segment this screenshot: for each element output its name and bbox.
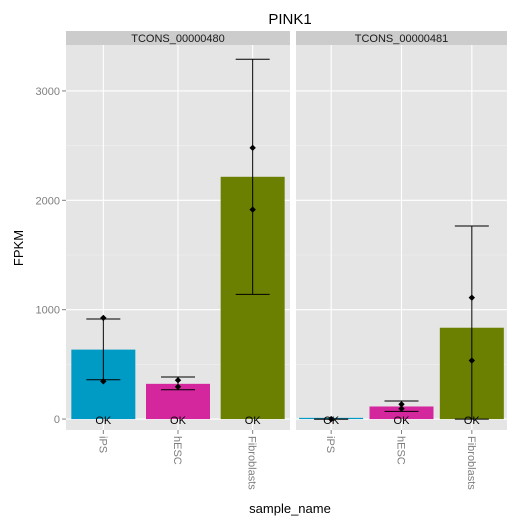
replicate-point bbox=[398, 405, 405, 412]
replicate-point bbox=[398, 401, 405, 408]
facet-strip-label: TCONS_00000480 bbox=[131, 33, 225, 45]
y-axis-title: FPKM bbox=[11, 230, 26, 266]
replicate-point bbox=[249, 206, 256, 213]
facet-panel: TCONS_00000480 OK OK OK iPS hESC Fibroblasts bbox=[66, 31, 290, 490]
replicate-point bbox=[468, 357, 476, 364]
replicate-point bbox=[468, 294, 476, 301]
facet-strip bbox=[66, 31, 290, 45]
facet-strip-label: TCONS_00000481 bbox=[355, 33, 449, 45]
y-tick-label: 3000 bbox=[36, 86, 60, 98]
x-axis-title: sample_name bbox=[249, 501, 331, 516]
y-tick-label: 1000 bbox=[36, 305, 60, 317]
replicate-point bbox=[100, 378, 107, 385]
status-label: OK bbox=[323, 415, 340, 427]
facet-panel: TCONS_00000481 OK OK OK iPS hESC Fibroblasts bbox=[296, 31, 507, 490]
replicate-point bbox=[174, 383, 182, 390]
facet-strip bbox=[296, 31, 507, 45]
x-tick-label: hESC bbox=[171, 436, 183, 465]
y-axis: 0 1000 2000 3000 bbox=[36, 86, 66, 426]
status-label: OK bbox=[170, 415, 187, 427]
replicate-point bbox=[327, 415, 335, 423]
status-label: OK bbox=[394, 415, 411, 427]
x-tick-label: iPS bbox=[324, 436, 336, 453]
status-label: OK bbox=[245, 415, 262, 427]
bar-hesc bbox=[369, 406, 434, 420]
x-tick-label: hESC bbox=[395, 436, 407, 465]
chart-title: PINK1 bbox=[268, 11, 311, 28]
replicate-point bbox=[249, 144, 256, 152]
x-tick-label: Fibroblasts bbox=[465, 436, 477, 490]
status-label: OK bbox=[464, 415, 481, 427]
y-tick-label: 2000 bbox=[36, 195, 60, 207]
x-tick-label: iPS bbox=[96, 436, 108, 453]
status-label: OK bbox=[95, 415, 112, 427]
x-tick-label: Fibroblasts bbox=[246, 436, 258, 490]
replicate-point bbox=[174, 377, 182, 384]
y-tick-label: 0 bbox=[54, 414, 60, 426]
replicate-point bbox=[100, 314, 107, 322]
